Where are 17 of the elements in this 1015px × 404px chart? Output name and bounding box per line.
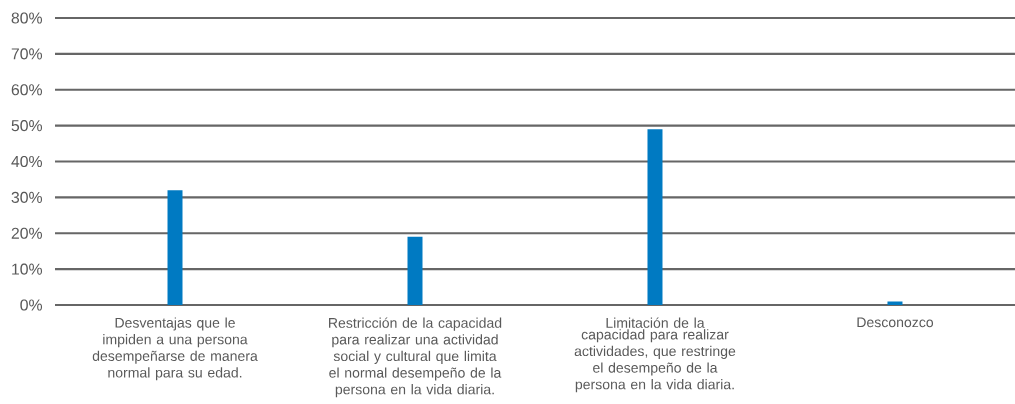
y-tick-label: 40% <box>11 155 43 168</box>
y-tick-label: 0% <box>20 299 43 311</box>
y-tick-label: 30% <box>11 191 43 203</box>
bar <box>167 190 183 305</box>
bar <box>647 129 663 305</box>
y-tick-label: 80% <box>11 12 43 24</box>
y-tick-label: 70% <box>11 48 43 60</box>
x-tick-label: Restricción de la capacidad para realizar una actividad social y cultural que limita el normal desempeño de la persona en la vida diaria. <box>329 317 502 398</box>
y-tick-label: 60% <box>11 84 43 96</box>
y-tick-label: 50% <box>11 120 43 132</box>
y-tick-label: 20% <box>11 227 43 239</box>
bar <box>887 301 903 305</box>
x-tick-label: Desconozco <box>857 317 934 328</box>
x-tick-label: Desventajas que le impiden a una persona desempeñarse de manera normal para su edad. <box>92 317 258 381</box>
y-tick-label: 10% <box>12 263 43 275</box>
x-tick-label: Limitación de la capacidad para realizar actividades, que restringe el desempeño de la persona en la vida diaria. <box>574 317 736 393</box>
bar <box>407 236 423 305</box>
